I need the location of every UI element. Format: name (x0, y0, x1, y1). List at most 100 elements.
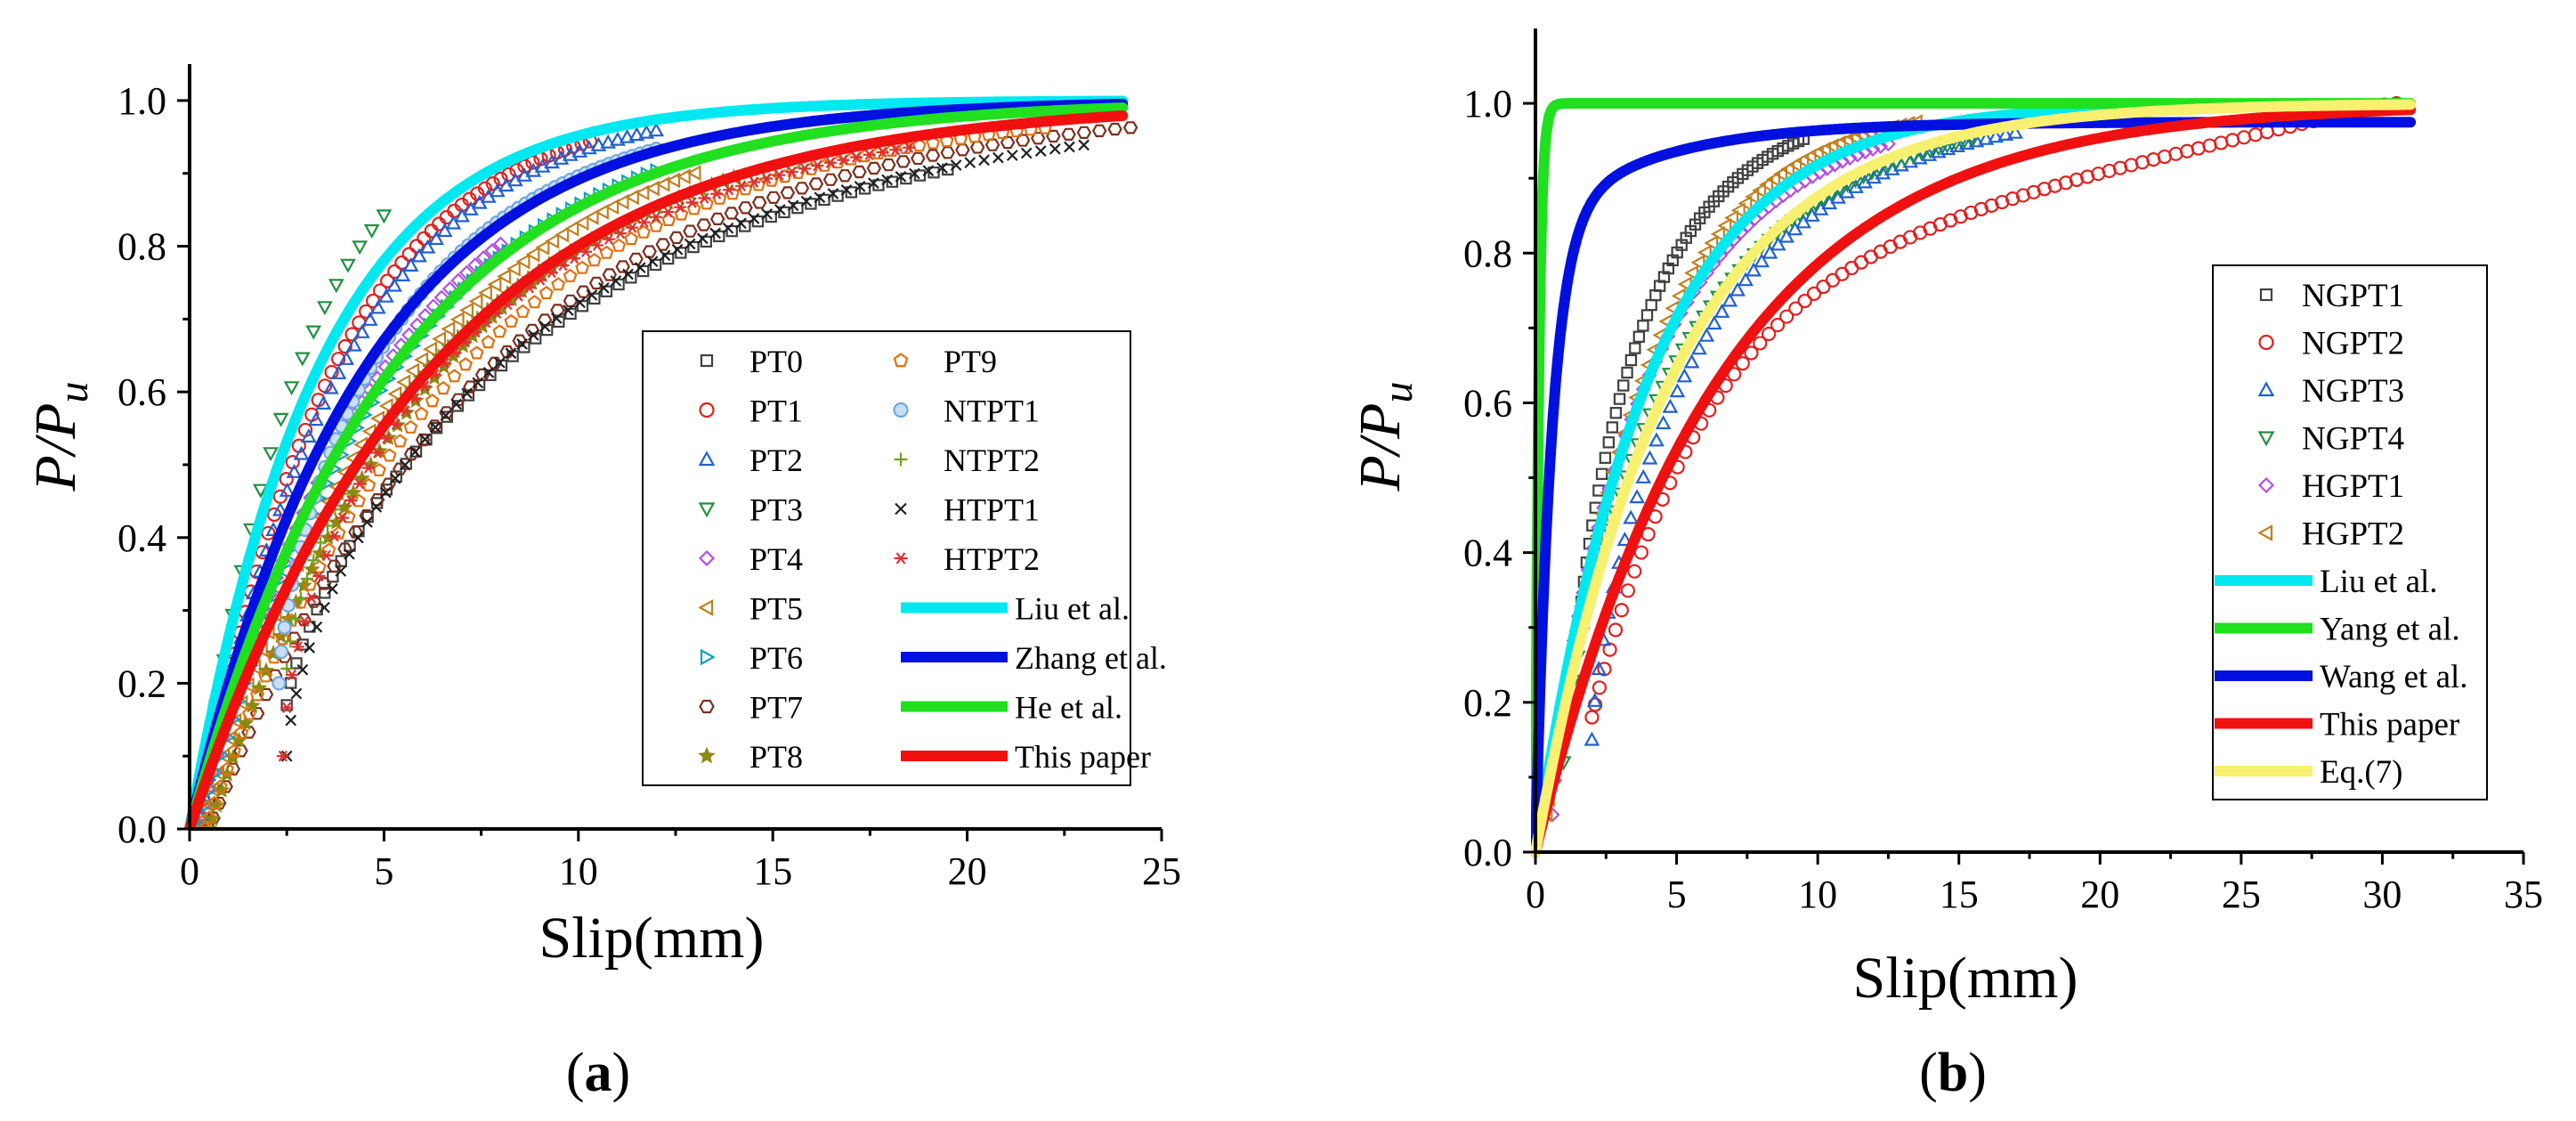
y-tick-label-a: 0.8 (117, 225, 166, 269)
tick-labels-b: 0 5 10 15 20 25 30 35 0.0 0.2 0.4 0.6 0.8 1.0 (1463, 82, 2543, 916)
data-point-htpt1 (992, 151, 1004, 164)
data-point-hgpt2 (1752, 183, 1767, 199)
data-point-htpt1 (562, 305, 574, 316)
data-point-htpt1 (311, 621, 323, 633)
data-point-htpt1 (461, 387, 473, 400)
data-point-htpt2 (735, 180, 749, 192)
data-point-pt7 (1091, 124, 1107, 138)
data-point-pt7 (499, 345, 514, 359)
data-point-pt2 (571, 142, 588, 158)
data-point-pt7 (709, 212, 725, 225)
legend-marker-htpt2 (894, 552, 908, 565)
data-point-pt5 (584, 209, 599, 225)
data-point-hgpt2 (1787, 157, 1802, 173)
data-point-pt7 (628, 252, 644, 265)
data-point-htpt1 (671, 243, 684, 256)
data-point-htpt1 (539, 321, 551, 333)
data-point-ngpt3 (1721, 292, 1738, 307)
legend-label-pt5: PT5 (749, 591, 803, 627)
data-point-hgpt2 (1704, 235, 1719, 251)
data-point-pt7 (524, 323, 540, 337)
data-point-hgpt2 (1809, 144, 1824, 161)
data-point-pt5 (468, 293, 483, 310)
data-point-pt2 (628, 126, 645, 142)
data-point-htpt1 (429, 421, 441, 434)
series-zhang-et-al-a (184, 98, 1129, 829)
data-point-pt9 (393, 434, 408, 448)
data-point-htpt2 (336, 512, 349, 524)
legend-item-this-paper-a: This paper (901, 739, 1151, 775)
data-point-pt7 (808, 177, 824, 191)
data-point-hgpt2 (1724, 209, 1739, 226)
legend-label-pt7: PT7 (749, 690, 803, 726)
data-point-ngpt1 (1621, 366, 1633, 379)
data-point-htpt2 (626, 222, 639, 233)
legend-item-htpt2-a: HTPT2 (894, 541, 1040, 577)
data-point-htpt1 (1034, 145, 1047, 157)
data-point-ntpt1 (273, 644, 289, 660)
data-point-pt0 (675, 247, 687, 259)
data-point-htpt2 (863, 149, 876, 160)
data-point-pt1 (409, 239, 425, 254)
data-point-htpt1 (370, 501, 383, 513)
data-point-pt9 (207, 795, 222, 809)
data-point-htpt1 (950, 159, 962, 171)
data-point-htpt2 (637, 216, 651, 228)
data-point-htpt1 (361, 516, 373, 528)
data-point-htpt1 (505, 347, 517, 360)
data-point-ngpt3 (1698, 327, 1715, 342)
data-point-htpt2 (661, 206, 675, 218)
data-point-pt7 (683, 224, 698, 238)
legend-marker-pt7 (699, 699, 715, 714)
y-axis-title-b: P/Pu (1348, 382, 1422, 492)
data-point-pt5 (525, 246, 540, 263)
legend-item-pt3-a: PT3 (698, 492, 803, 528)
data-point-hgpt2 (1730, 202, 1746, 219)
data-point-pt7 (487, 356, 503, 370)
data-point-ngpt3 (2007, 124, 2023, 139)
legend-marker-ngpt3 (2257, 381, 2275, 397)
data-point-ngpt2 (1633, 545, 1648, 560)
data-point-ngpt2 (1608, 622, 1624, 638)
data-point-htpt1 (1049, 142, 1061, 155)
data-point-pt7 (940, 146, 955, 159)
data-point-htpt2 (286, 669, 299, 681)
data-point-ngpt2 (1788, 301, 1803, 316)
data-point-ngpt3 (1988, 128, 2005, 143)
legend-item-zhang-et-al-a: Zhang et al. (901, 640, 1167, 676)
data-point-pt9 (425, 394, 440, 408)
data-point-pt0 (805, 198, 817, 210)
y-axis-title-main-b: P/P (1348, 403, 1413, 492)
data-point-pt7 (218, 780, 233, 793)
data-point-pt9 (661, 212, 676, 226)
y-tick-label-b: 0.6 (1463, 381, 1512, 425)
data-point-pt2 (293, 445, 310, 460)
data-point-pt7 (602, 268, 618, 281)
data-point-ngpt3 (1786, 221, 1803, 236)
data-point-pt2 (286, 463, 303, 478)
data-point-htpt2 (280, 702, 294, 713)
x-tick-label-b: 15 (1940, 873, 1979, 916)
legend-label-pt2: PT2 (749, 443, 803, 478)
data-point-pt8 (237, 714, 255, 731)
data-point-pt9 (504, 313, 519, 328)
data-point-htpt1 (440, 410, 452, 422)
data-point-pt5 (604, 199, 620, 215)
legend-label-pt9: PT9 (944, 344, 997, 379)
data-point-pt2 (454, 207, 470, 223)
data-point-pt0 (280, 699, 293, 711)
legend-label-pt4: PT4 (749, 541, 803, 577)
data-point-ngpt1 (1632, 330, 1646, 343)
data-point-htpt1 (840, 183, 853, 196)
data-point-htpt2 (344, 494, 358, 507)
data-point-pt2 (369, 299, 386, 314)
data-point-pt9 (551, 277, 566, 291)
legend-marker-htpt1 (895, 502, 907, 516)
data-point-htpt2 (380, 432, 393, 444)
data-point-pt7 (837, 169, 853, 183)
data-point-pt1 (477, 181, 493, 196)
data-point-hgpt2 (1697, 244, 1712, 261)
legend-label-wang-et-al: Wang et al. (2320, 659, 2468, 695)
data-point-htpt2 (361, 462, 375, 474)
data-point-pt7 (1076, 126, 1092, 139)
